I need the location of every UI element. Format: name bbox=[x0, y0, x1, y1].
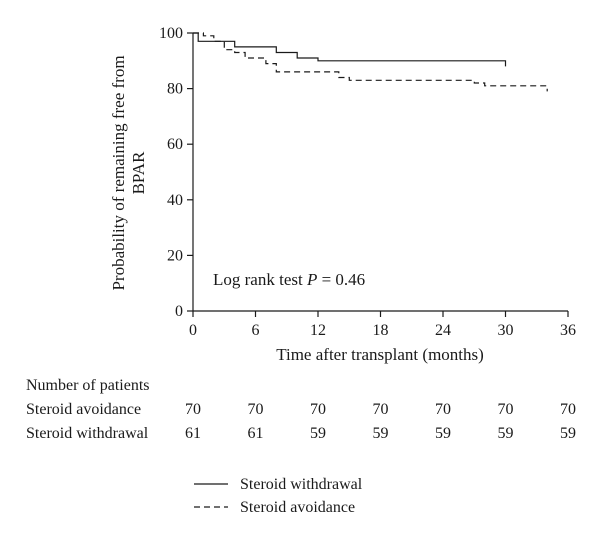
risk-value: 70 bbox=[560, 401, 576, 418]
legend-label: Steroid withdrawal bbox=[240, 476, 363, 493]
x-tick-label: 24 bbox=[435, 322, 451, 339]
y-tick-label: 40 bbox=[167, 192, 183, 209]
risk-value: 70 bbox=[248, 401, 264, 418]
risk-value: 61 bbox=[248, 425, 264, 442]
logrank-annotation: Log rank test P = 0.46 bbox=[213, 270, 365, 289]
legend-label: Steroid avoidance bbox=[240, 499, 355, 516]
legend: Steroid withdrawal Steroid avoidance bbox=[194, 476, 363, 516]
y-tick-label: 80 bbox=[167, 81, 183, 98]
y-tick-label: 60 bbox=[167, 136, 183, 153]
y-axis-title: Probability of remaining free from BPAR bbox=[109, 55, 148, 290]
risk-table: Number of patients Steroid avoidance Ste… bbox=[26, 377, 576, 442]
x-axis-title: Time after transplant (months) bbox=[276, 345, 484, 364]
risk-value: 70 bbox=[498, 401, 514, 418]
risk-value: 61 bbox=[185, 425, 201, 442]
annotation-prefix: Log rank test bbox=[213, 270, 307, 289]
plot-area: 0 20 40 60 80 100 0 6 12 18 24 30 36 bbox=[159, 25, 576, 339]
annotation-p: P bbox=[306, 270, 317, 289]
risk-row-label: Steroid withdrawal bbox=[26, 425, 149, 442]
risk-value: 59 bbox=[498, 425, 514, 442]
risk-value: 59 bbox=[373, 425, 389, 442]
y-axis-title-line-2: BPAR bbox=[129, 151, 148, 195]
x-tick-label: 12 bbox=[310, 322, 326, 339]
risk-value: 70 bbox=[373, 401, 389, 418]
y-tick-label: 0 bbox=[175, 303, 183, 320]
x-tick-label: 6 bbox=[252, 322, 260, 339]
x-tick-label: 30 bbox=[498, 322, 514, 339]
y-tick-label: 20 bbox=[167, 247, 183, 264]
y-tick-label: 100 bbox=[159, 25, 183, 42]
risk-table-title: Number of patients bbox=[26, 377, 150, 394]
x-tick-label: 0 bbox=[189, 322, 197, 339]
risk-values: 70 70 70 70 70 70 70 61 61 59 59 59 59 59 bbox=[185, 401, 576, 442]
series-line-steroid-withdrawal bbox=[193, 32, 507, 67]
risk-value: 70 bbox=[435, 401, 451, 418]
annotation-suffix: = 0.46 bbox=[317, 270, 365, 289]
series-line-steroid-avoidance bbox=[193, 32, 548, 92]
y-axis-title-line-1: Probability of remaining free from bbox=[109, 55, 128, 290]
risk-value: 59 bbox=[310, 425, 326, 442]
x-tick-label: 36 bbox=[560, 322, 576, 339]
x-tick-label: 18 bbox=[373, 322, 389, 339]
risk-row-label: Steroid avoidance bbox=[26, 401, 141, 418]
risk-value: 59 bbox=[435, 425, 451, 442]
risk-value: 70 bbox=[185, 401, 201, 418]
risk-value: 59 bbox=[560, 425, 576, 442]
risk-value: 70 bbox=[310, 401, 326, 418]
